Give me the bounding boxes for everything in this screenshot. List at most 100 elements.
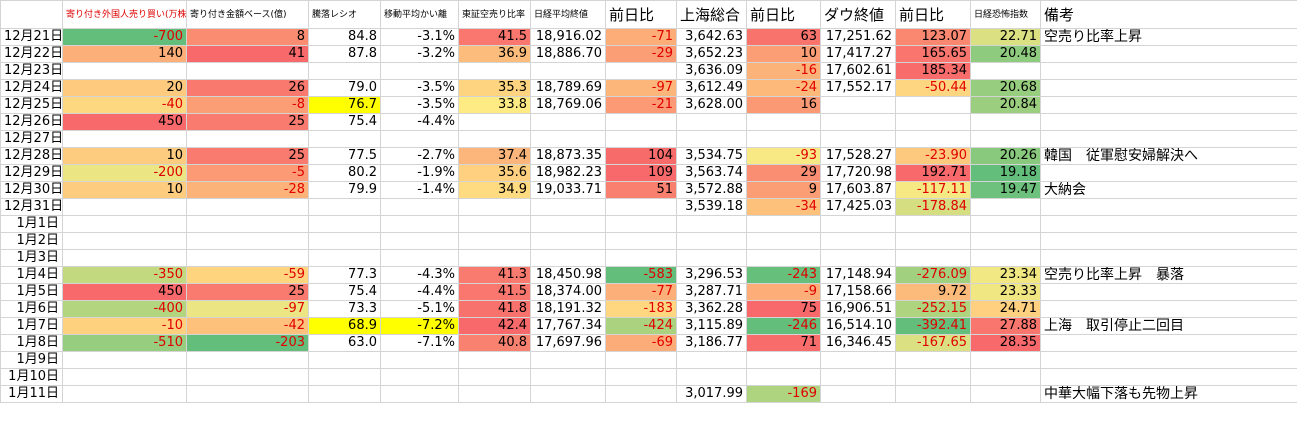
cell: -203	[186, 334, 309, 352]
cell	[458, 232, 531, 250]
cell: 9.72	[895, 283, 971, 301]
cell: 8	[186, 28, 309, 46]
cell: 17,603.87	[820, 181, 896, 199]
cell	[746, 249, 821, 267]
cell: 3,572.88	[676, 181, 747, 199]
cell: 123.07	[895, 28, 971, 46]
cell	[530, 249, 606, 267]
cell: 3,652.23	[676, 45, 747, 63]
cell: 17,417.27	[820, 45, 896, 63]
cell: 63	[746, 28, 821, 46]
date-cell: 12月22日	[0, 45, 63, 63]
cell	[895, 113, 971, 131]
cell: 37.4	[458, 147, 531, 165]
cell: 3,534.75	[676, 147, 747, 165]
cell: -117.11	[895, 181, 971, 199]
date-cell: 12月24日	[0, 79, 63, 97]
header-cell: 前日比	[746, 0, 821, 29]
cell: 18,982.23	[530, 164, 606, 182]
cell: -4.3%	[380, 266, 459, 284]
row: 1月5日 450 25 75.4 -4.4% 41.5 18,374.00 -77 3,287.…	[0, 283, 1297, 301]
date-cell: 1月6日	[0, 300, 63, 318]
cell: -40	[62, 96, 187, 114]
cell: 29	[746, 164, 821, 182]
cell	[820, 249, 896, 267]
cell	[970, 232, 1041, 250]
date-cell: 12月31日	[0, 198, 63, 216]
date-cell: 12月21日	[0, 28, 63, 46]
cell: 450	[62, 113, 187, 131]
cell: -3.5%	[380, 96, 459, 114]
cell	[308, 198, 381, 216]
cell	[605, 215, 677, 233]
cell	[970, 249, 1041, 267]
cell: -178.84	[895, 198, 971, 216]
cell: 75.4	[308, 283, 381, 301]
cell: 192.71	[895, 164, 971, 182]
cell: 35.3	[458, 79, 531, 97]
cell: -28	[186, 181, 309, 199]
cell: -183	[605, 300, 677, 318]
cell	[676, 249, 747, 267]
cell	[605, 368, 677, 386]
cell: 18,886.70	[530, 45, 606, 63]
header-row: 寄り付き外国人売り買い(万株) 寄り付き金額ベース(億) 騰落レシオ 移動平均かい離東…	[0, 0, 1297, 29]
date-cell: 1月3日	[0, 249, 63, 267]
cell: -59	[186, 266, 309, 284]
cell: -2.7%	[380, 147, 459, 165]
cell: 18,191.32	[530, 300, 606, 318]
cell: 41.8	[458, 300, 531, 318]
cell: -50.44	[895, 79, 971, 97]
row: 1月1日	[0, 215, 1297, 233]
row: 12月25日 -40 -8 76.7 -3.5% 33.8 18,769.06 -21 3,62…	[0, 96, 1297, 114]
cell: 3,612.49	[676, 79, 747, 97]
header-cell: 日経恐怖指数	[970, 0, 1041, 29]
row: 12月23日 3,636.09 -16 17,602.61 185.34	[0, 62, 1297, 80]
cell: -4.4%	[380, 283, 459, 301]
cell: 17,251.62	[820, 28, 896, 46]
cell: -9	[746, 283, 821, 301]
cell: -276.09	[895, 266, 971, 284]
cell	[380, 62, 459, 80]
cell: 16,906.51	[820, 300, 896, 318]
cell: -97	[186, 300, 309, 318]
note-cell	[1040, 334, 1297, 352]
cell: 63.0	[308, 334, 381, 352]
cell: -4.4%	[380, 113, 459, 131]
cell: -8	[186, 96, 309, 114]
cell	[895, 130, 971, 148]
cell	[530, 130, 606, 148]
cell: 3,296.53	[676, 266, 747, 284]
cell: 3,539.18	[676, 198, 747, 216]
cell	[820, 130, 896, 148]
cell	[530, 385, 606, 403]
cell: -510	[62, 334, 187, 352]
cell	[458, 249, 531, 267]
cell: 17,552.17	[820, 79, 896, 97]
cell: -93	[746, 147, 821, 165]
cell	[308, 232, 381, 250]
cell	[186, 368, 309, 386]
cell: 3,636.09	[676, 62, 747, 80]
cell	[380, 249, 459, 267]
cell: -424	[605, 317, 677, 335]
cell: -252.15	[895, 300, 971, 318]
cell: -167.65	[895, 334, 971, 352]
cell	[62, 351, 187, 369]
cell: -42	[186, 317, 309, 335]
cell: -34	[746, 198, 821, 216]
cell	[186, 215, 309, 233]
cell: 185.34	[895, 62, 971, 80]
cell	[895, 232, 971, 250]
note-cell: 韓国 従軍慰安婦解決へ	[1040, 147, 1297, 165]
row: 1月4日 -350 -59 77.3 -4.3% 41.3 18,450.98 -583 3,2…	[0, 266, 1297, 284]
cell: 79.9	[308, 181, 381, 199]
note-cell	[1040, 62, 1297, 80]
header-cell: 東証空売り比率	[458, 0, 531, 29]
cell: 41.3	[458, 266, 531, 284]
cell: 109	[605, 164, 677, 182]
cell: 41.5	[458, 28, 531, 46]
cell	[530, 215, 606, 233]
cell	[380, 385, 459, 403]
cell: 76.7	[308, 96, 381, 114]
